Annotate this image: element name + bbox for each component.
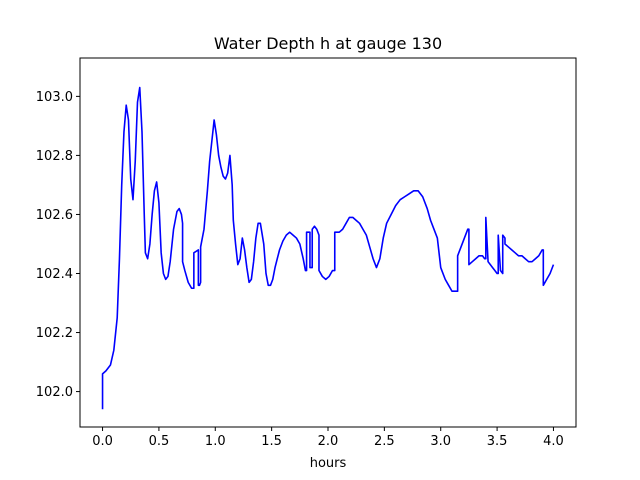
x-tick-label: 3.5 [487,434,508,449]
y-tick-label: 102.0 [36,385,73,400]
axes: 0.0 0.5 1.0 1.5 2.0 2.5 3.0 3.5 4.0 102.0 102.2 102… [36,57,577,449]
axes-frame [79,57,577,428]
y-tick-label: 102.6 [36,208,73,223]
x-tick-label: 3.0 [430,434,451,449]
chart-title: Water Depth h at gauge 130 [214,34,442,53]
x-tick-label: 0.5 [149,434,170,449]
y-tick-label: 102.8 [36,149,73,164]
x-tick-label: 0.0 [92,434,113,449]
x-tick-label: 2.5 [374,434,395,449]
plot-area [101,86,555,410]
x-tick-label: 4.0 [543,434,564,449]
x-tick-label: 1.0 [205,434,226,449]
x-tick-label: 1.5 [261,434,282,449]
x-tick-label: 2.0 [318,434,339,449]
y-tick-label: 102.4 [36,267,73,282]
y-tick-label: 103.0 [36,90,73,105]
x-axis-label: hours [310,456,347,471]
y-tick-label: 102.2 [36,326,73,341]
series-line-0 [101,86,555,410]
